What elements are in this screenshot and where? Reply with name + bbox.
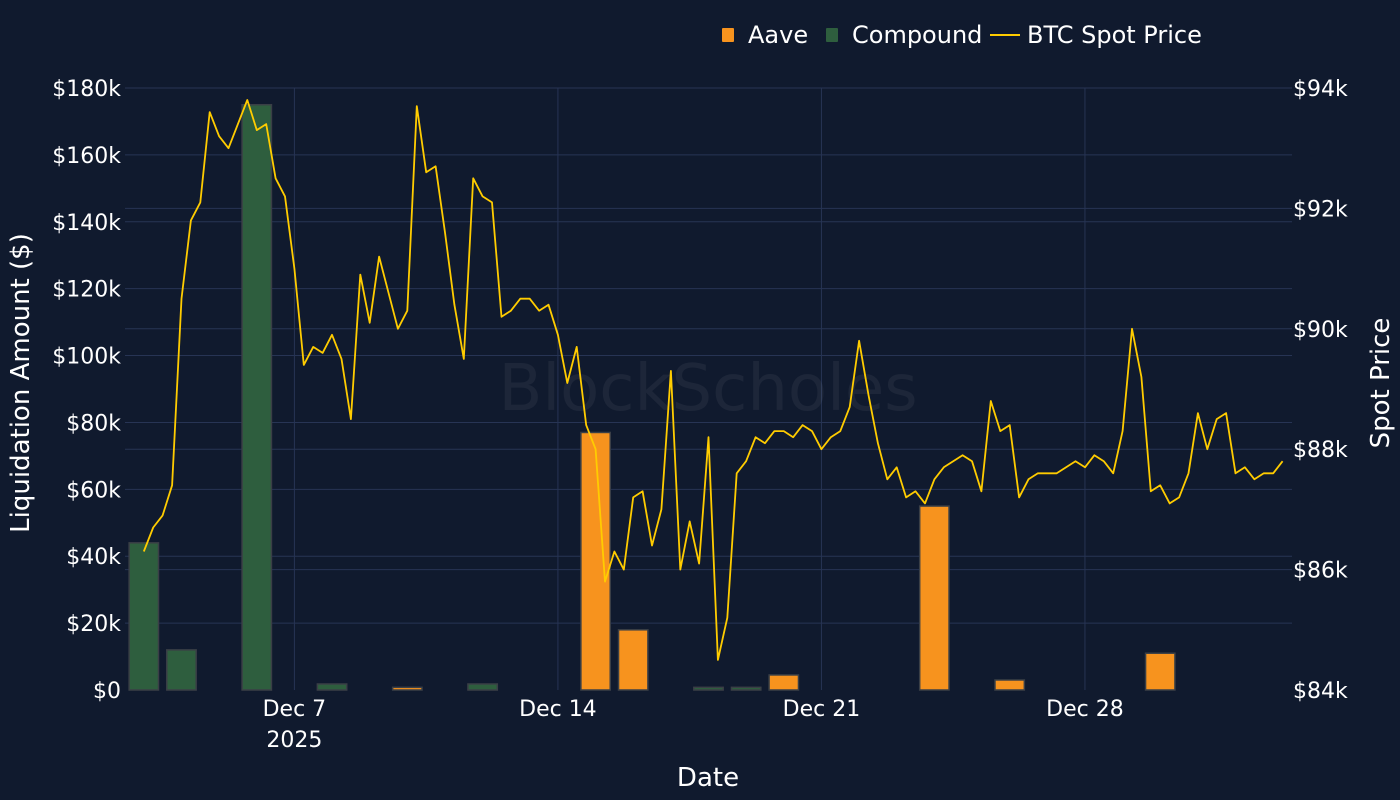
bar-aave — [768, 674, 800, 691]
y-tick-label: $0 — [93, 679, 121, 704]
y-tick-label: $180k — [52, 77, 121, 102]
x-tick-label: Dec 21 — [783, 697, 861, 722]
legend: Aave Compound BTC Spot Price — [722, 21, 1202, 49]
bar-aave — [580, 431, 611, 691]
x-axis-title: Date — [677, 763, 739, 793]
bar-compound — [241, 103, 273, 691]
y-tick-label: $160k — [52, 144, 121, 169]
legend-swatch-compound — [826, 28, 838, 42]
btc-line-series — [142, 99, 1284, 661]
bar-compound — [467, 683, 499, 691]
y-axis-title: Liquidation Amount ($) — [6, 233, 36, 533]
y2-tick-label: $90k — [1293, 318, 1348, 343]
x-tick-sublabel: 2025 — [266, 728, 322, 753]
bar-series — [128, 103, 1176, 691]
y2-tick-label: $86k — [1293, 559, 1348, 584]
y2-axis-title: Spot Price — [1366, 318, 1396, 449]
y2-tick-label: $92k — [1293, 197, 1348, 222]
bar-compound — [316, 683, 348, 691]
x-tick-label: Dec 28 — [1046, 697, 1124, 722]
y2-tick-label: $84k — [1293, 679, 1348, 704]
legend-label-compound: Compound — [852, 21, 982, 49]
legend-swatch-aave — [722, 28, 734, 42]
bar-aave — [994, 679, 1026, 691]
y-axis-right: $84k $86k $88k $90k $92k $94k — [1293, 77, 1348, 704]
bar-compound — [693, 686, 724, 691]
y-tick-label: $80k — [66, 411, 121, 436]
bar-aave — [617, 629, 649, 691]
btc-spot-price-line — [142, 99, 1284, 661]
y-tick-label: $20k — [66, 612, 121, 637]
y-tick-label: $140k — [52, 211, 121, 236]
bar-compound — [166, 649, 197, 691]
x-tick-label: Dec 7 — [263, 697, 327, 722]
bar-aave — [1144, 652, 1176, 691]
bar-aave — [391, 686, 423, 691]
bar-aave — [918, 505, 950, 691]
bar-compound — [730, 686, 762, 691]
y2-tick-label: $88k — [1293, 438, 1348, 463]
legend-label-aave: Aave — [748, 21, 808, 49]
y-tick-label: $60k — [66, 478, 121, 503]
y-tick-label: $120k — [52, 278, 121, 303]
x-axis: Dec 7 2025 Dec 14 Dec 21 Dec 28 — [263, 697, 1124, 753]
y-tick-label: $100k — [52, 345, 121, 370]
y-axis-left: $0 $20k $40k $60k $80k $100k $120k $140k $160k $1… — [52, 77, 121, 704]
watermark: BlockScholes — [498, 352, 917, 426]
bar-compound — [128, 542, 160, 691]
y2-tick-label: $94k — [1293, 77, 1348, 102]
y-tick-label: $40k — [66, 545, 121, 570]
legend-label-btc: BTC Spot Price — [1027, 21, 1202, 49]
x-tick-label: Dec 14 — [519, 697, 597, 722]
